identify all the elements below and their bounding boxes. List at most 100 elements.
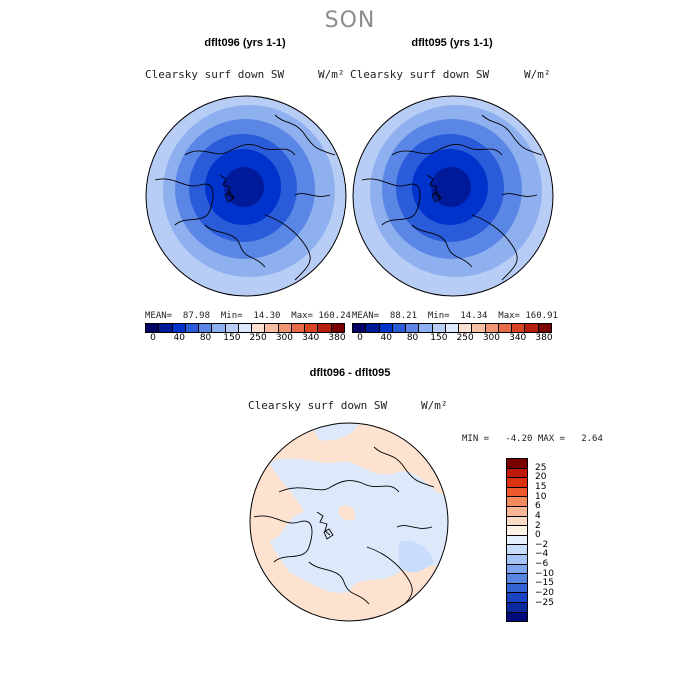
panel-title-left: dflt096 (yrs 1-1) (204, 37, 286, 49)
colorbar-tick-label: 0 (357, 333, 363, 343)
colorbar-swatch (159, 324, 173, 332)
colorbar-ticks-diff: 25 20 15 10 6 4 2 0 −2 −4 −6 −10 −15 −20 −25 (535, 458, 575, 622)
colorbar-tick-label: 40 (173, 333, 186, 343)
panel-units-left: W/m² (318, 68, 345, 81)
colorbar-tick-label: 4 (535, 510, 541, 521)
colorbar-swatch (507, 459, 527, 469)
colorbar-swatch (212, 324, 226, 332)
colorbar-tick-label: 380 (535, 333, 553, 343)
colorbar-swatch (379, 324, 393, 332)
colorbar-tick-label: −6 (535, 559, 549, 570)
colorbar-swatch (392, 324, 407, 332)
colorbar-swatch (507, 535, 527, 546)
colorbar-tick-label: 380 (328, 333, 346, 343)
colorbar-swatch (507, 526, 527, 536)
panel-variable-right: Clearsky surf down SW (350, 68, 490, 81)
colorbar-swatch (185, 324, 200, 332)
season-title: SON (324, 8, 376, 33)
colorbar-swatches-diff (506, 458, 528, 622)
colorbar-ticks-left: 0 40 80 150 250 300 340 380 (145, 333, 345, 345)
colorbar-swatch (472, 324, 486, 332)
polar-map-left (145, 95, 347, 297)
colorbar-swatch (507, 564, 527, 575)
colorbar-tick-label: −4 (535, 549, 549, 560)
colorbar-swatch (512, 324, 526, 332)
panel-stats-right: MEAN= 88.21 Min= 14.34 Max= 160.91 (352, 311, 558, 321)
colorbar-swatch (507, 545, 527, 555)
colorbar-tick-label: −10 (535, 568, 554, 579)
colorbar-swatch (445, 324, 460, 332)
colorbar-swatches-left (145, 323, 345, 333)
panel-title-right: dflt095 (yrs 1-1) (411, 37, 493, 49)
colorbar-tick-label: 300 (482, 333, 501, 343)
colorbar-swatch (507, 497, 527, 507)
colorbar-swatch (507, 612, 527, 622)
colorbar-swatch (291, 324, 306, 332)
colorbar-swatch (538, 324, 551, 332)
colorbar-swatch (366, 324, 380, 332)
colorbar-tick-label: 300 (275, 333, 294, 343)
panel-variable-left: Clearsky surf down SW (145, 68, 285, 81)
colorbar-swatch (507, 506, 527, 517)
colorbar-diff (506, 458, 528, 622)
colorbar-tick-label: −2 (535, 539, 549, 550)
diff-panel-title: dflt096 - dflt095 (309, 367, 391, 379)
colorbar-swatch (278, 324, 292, 332)
colorbar-swatch (507, 583, 527, 594)
colorbar-tick-label: 6 (535, 501, 541, 512)
colorbar-right: 0 40 80 150 250 300 340 380 (352, 323, 553, 345)
colorbar-tick-label: 2 (535, 520, 541, 531)
colorbar-swatch (225, 324, 239, 332)
colorbar-swatch (507, 516, 527, 527)
colorbar-tick-label: 25 (535, 462, 547, 473)
colorbar-tick-label: 80 (406, 333, 419, 343)
colorbar-tick-label: 250 (456, 333, 474, 343)
colorbar-swatch (485, 324, 499, 332)
colorbar-swatch (459, 324, 473, 332)
colorbar-tick-label: 0 (535, 530, 541, 541)
colorbar-swatches-right (352, 323, 552, 333)
colorbar-tick-label: 0 (150, 333, 156, 343)
colorbar-swatch (507, 468, 527, 479)
colorbar-swatch (199, 324, 213, 332)
colorbar-swatch (265, 324, 279, 332)
colorbar-swatch (331, 324, 344, 332)
diff-panel-stats: MIN = -4.20 MAX = 2.64 (462, 434, 603, 444)
colorbar-tick-label: 10 (535, 491, 547, 502)
colorbar-swatch (507, 554, 527, 565)
colorbar-tick-label: 150 (223, 333, 241, 343)
colorbar-ticks-right: 0 40 80 150 250 300 340 380 (352, 333, 552, 345)
colorbar-tick-label: 340 (509, 333, 527, 343)
colorbar-swatch (419, 324, 433, 332)
colorbar-swatch (507, 478, 527, 488)
colorbar-swatch (146, 324, 160, 332)
colorbar-tick-label: −20 (535, 588, 554, 599)
colorbar-swatch (318, 324, 332, 332)
colorbar-swatch (172, 324, 186, 332)
colorbar-tick-label: 250 (249, 333, 267, 343)
diff-panel-units: W/m² (421, 399, 448, 412)
colorbar-swatch (498, 324, 513, 332)
colorbar-tick-label: 40 (380, 333, 393, 343)
diff-panel-variable: Clearsky surf down SW (248, 399, 388, 412)
colorbar-swatch (507, 593, 527, 603)
colorbar-tick-label: −15 (535, 578, 554, 589)
colorbar-tick-label: 20 (535, 472, 547, 483)
colorbar-tick-label: −25 (535, 597, 554, 608)
colorbar-swatch (252, 324, 266, 332)
colorbar-swatch (525, 324, 539, 332)
colorbar-swatch (305, 324, 319, 332)
colorbar-tick-label: 340 (302, 333, 320, 343)
panel-stats-left: MEAN= 87.98 Min= 14.30 Max= 160.24 (145, 311, 351, 321)
colorbar-swatch (238, 324, 253, 332)
colorbar-swatch (507, 602, 527, 613)
colorbar-tick-label: 150 (430, 333, 448, 343)
polar-map-right (352, 95, 554, 297)
colorbar-tick-label: 15 (535, 481, 547, 492)
polar-map-diff (249, 422, 449, 622)
colorbar-swatch (406, 324, 420, 332)
colorbar-swatch (507, 487, 527, 498)
colorbar-tick-label: 80 (199, 333, 212, 343)
colorbar-swatch (353, 324, 367, 332)
panel-units-right: W/m² (524, 68, 551, 81)
